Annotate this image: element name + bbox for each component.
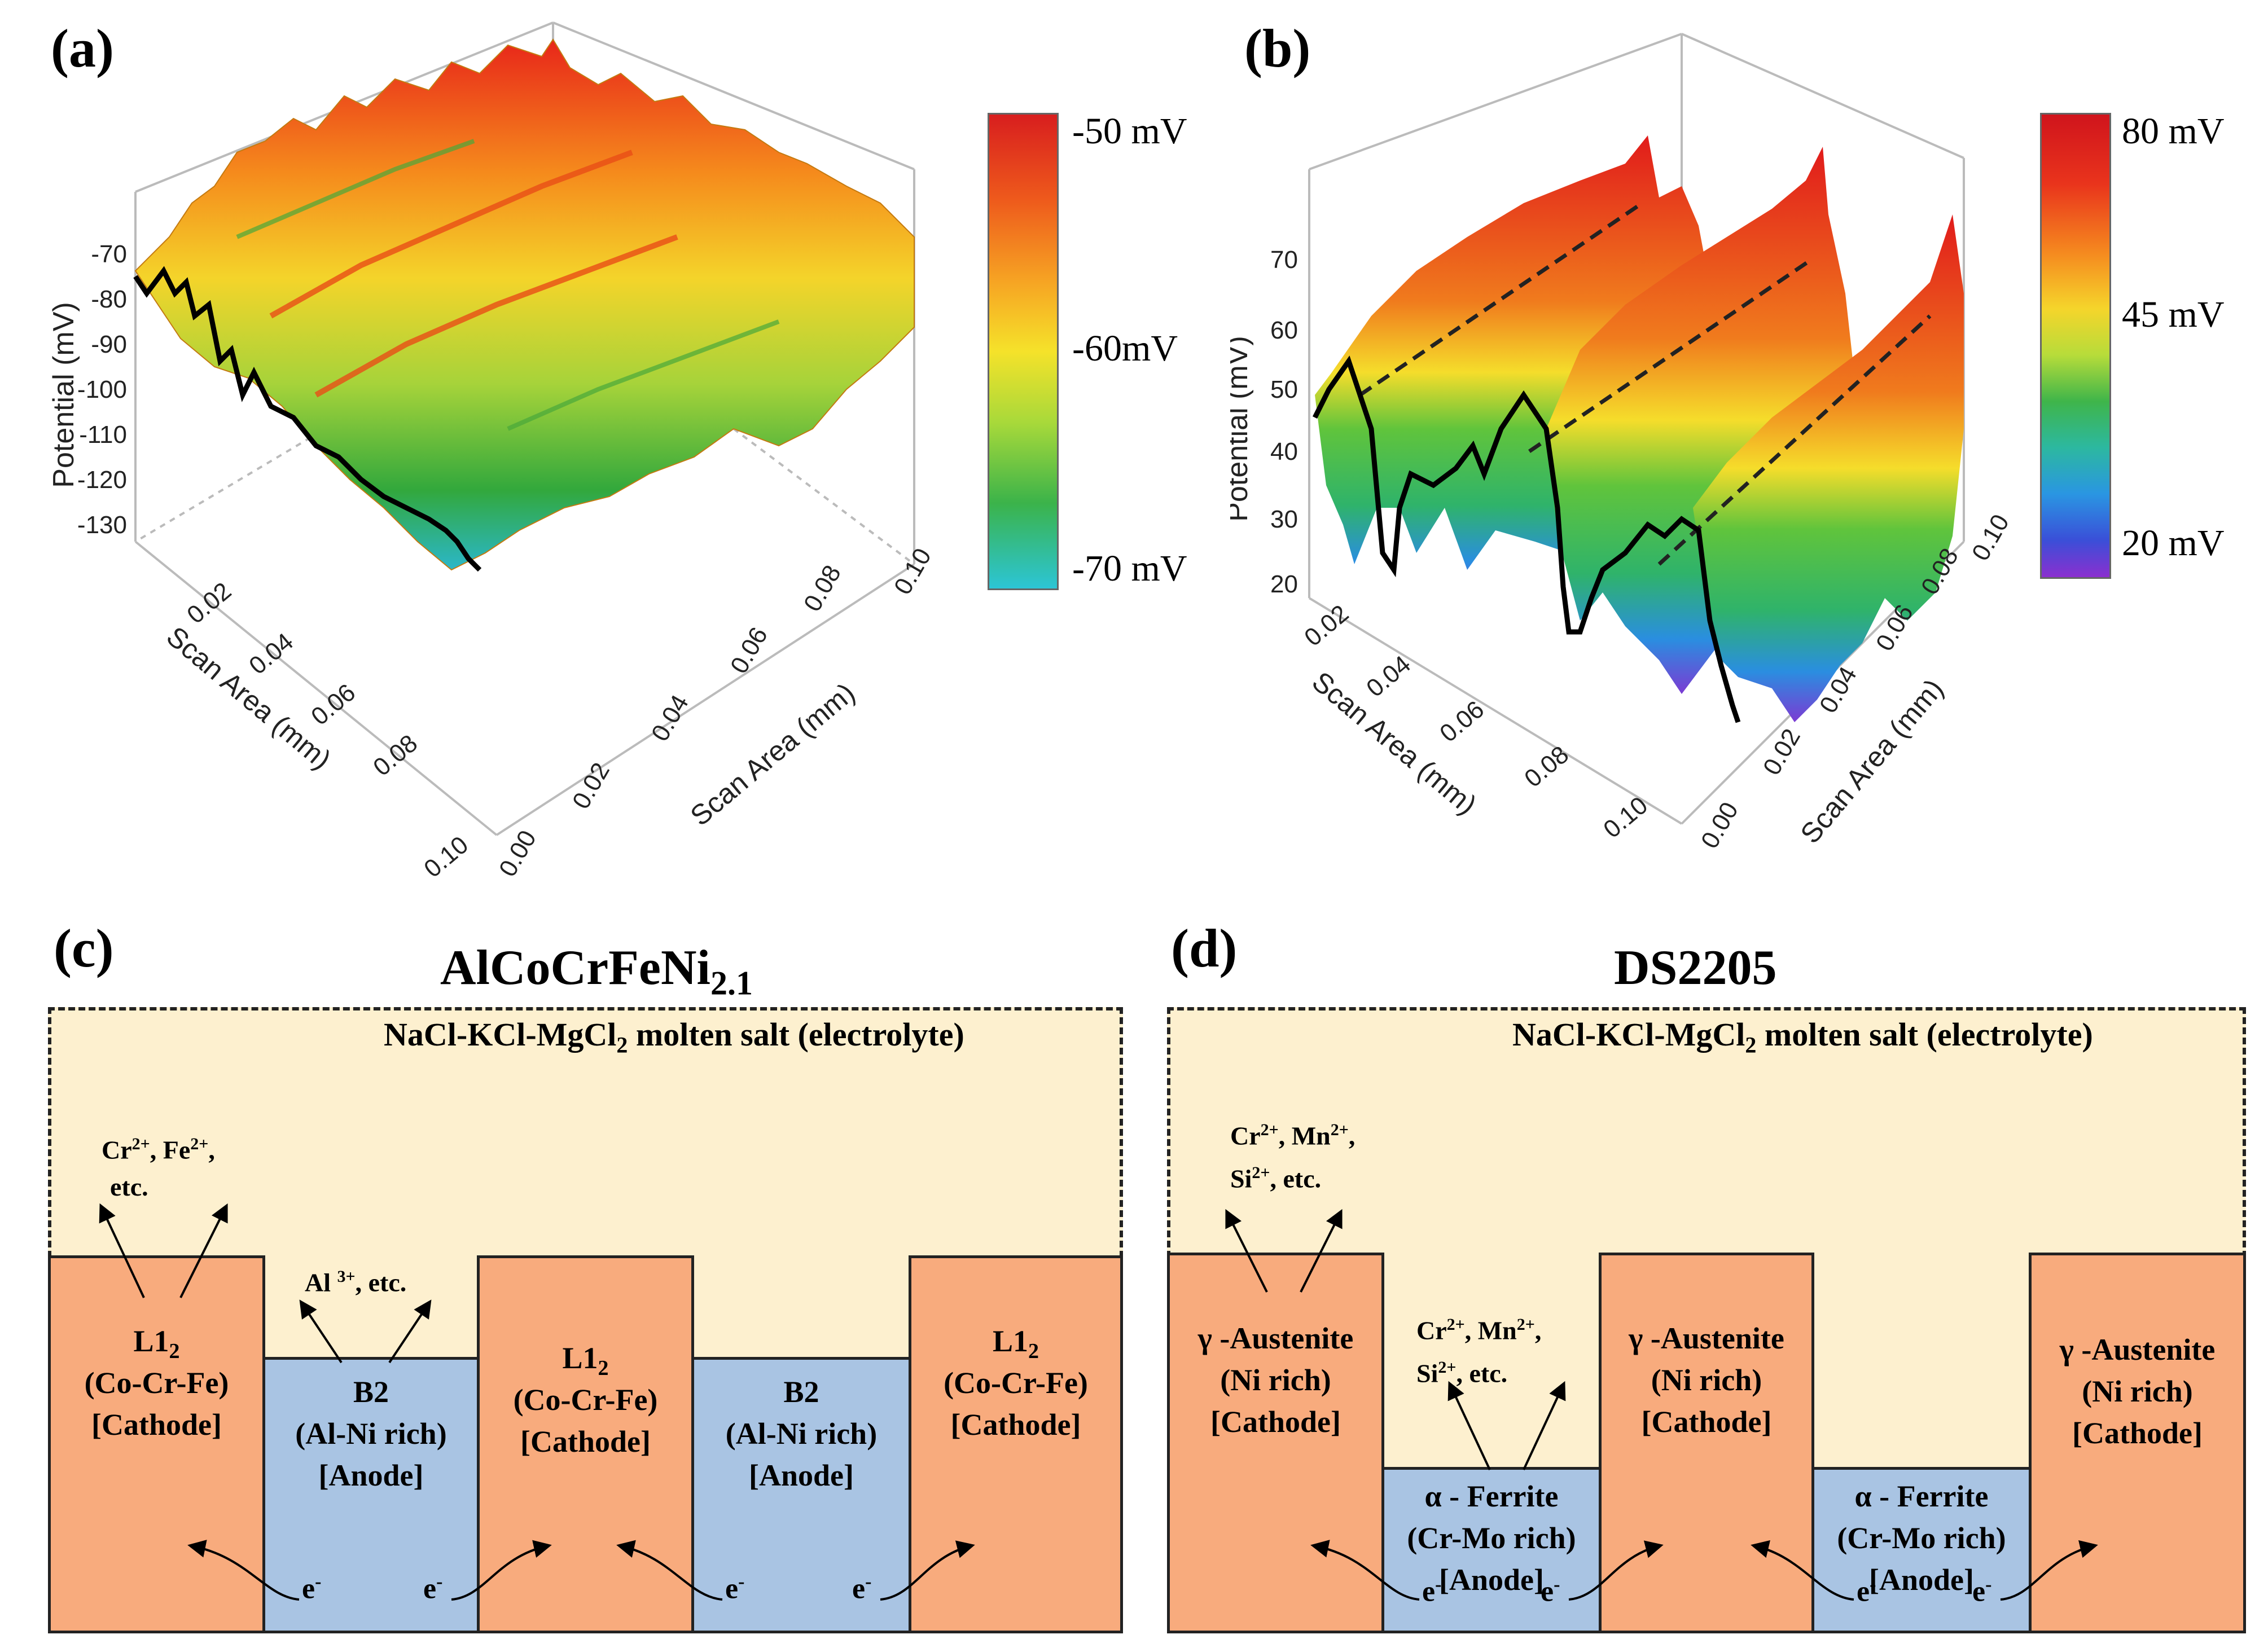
panel-b-z-tick: 60 bbox=[1270, 317, 1298, 344]
panel-b-colorbar-bottom: 20 mV bbox=[2122, 522, 2225, 564]
panel-c-label: (c) bbox=[54, 918, 114, 978]
panel-b-z-tick: 50 bbox=[1270, 376, 1298, 403]
panel-d-cathode-3: γ -Austenite (Ni rich) [Cathode] bbox=[2029, 1253, 2246, 1633]
panel-d-title: DS2205 bbox=[1614, 941, 1777, 995]
electron-arrow bbox=[1751, 1540, 1854, 1601]
electron-arrow bbox=[451, 1540, 552, 1601]
panel-b-z-tick: 70 bbox=[1270, 246, 1298, 274]
panel-a-z-tick: -90 bbox=[91, 331, 127, 358]
panel-a-profile-line bbox=[133, 266, 482, 572]
ion-arrow bbox=[388, 1299, 432, 1364]
panel-b-z-tick: 30 bbox=[1270, 506, 1298, 533]
panel-c-anode-ions: Al 3+, etc. bbox=[305, 1267, 407, 1297]
panel-b-colorbar-mid: 45 mV bbox=[2122, 294, 2225, 335]
panel-c-anode-2: B2 (Al-Ni rich) [Anode] bbox=[691, 1357, 911, 1633]
panel-b-z-tick: 20 bbox=[1270, 570, 1298, 598]
panel-d-electron: e- bbox=[1422, 1574, 1442, 1608]
panel-c-electron: e- bbox=[302, 1571, 322, 1605]
panel-d-anode-ions: Cr2+, Mn2+, Si2+, etc. bbox=[1416, 1315, 1542, 1388]
electron-arrow bbox=[187, 1540, 300, 1601]
panel-c-cathode-3: L12 (Co-Cr-Fe) [Cathode] bbox=[909, 1255, 1123, 1633]
panel-b-profile-line bbox=[1312, 355, 1741, 723]
panel-a-z-tick: -120 bbox=[77, 466, 127, 494]
ion-arrow bbox=[1523, 1381, 1566, 1470]
panel-b-surface-plot: 70 60 50 40 30 20 Potential (mV) 0.02 0.… bbox=[1230, 33, 2015, 853]
panel-a-z-tick: -100 bbox=[77, 376, 127, 403]
electron-arrow bbox=[1310, 1540, 1420, 1601]
panel-c-electrolyte-label: NaCl-KCl-MgCl2 molten salt (electrolyte) bbox=[384, 1016, 964, 1058]
panel-c-electron: e- bbox=[423, 1571, 443, 1605]
electron-arrow bbox=[880, 1540, 975, 1601]
electron-arrow bbox=[616, 1540, 723, 1601]
panel-d-label: (d) bbox=[1171, 918, 1238, 978]
ion-arrow bbox=[99, 1203, 145, 1298]
panel-d-electron: e- bbox=[1972, 1574, 1992, 1608]
panel-d-cathode-ions: Cr2+, Mn2+, Si2+, etc. bbox=[1230, 1121, 1355, 1193]
alloy-subscript: 2.1 bbox=[710, 964, 753, 1002]
panel-c-cathode-2: L12 (Co-Cr-Fe) [Cathode] bbox=[477, 1255, 694, 1633]
panel-a-colorbar-bottom: -70 mV bbox=[1072, 548, 1187, 589]
panel-c-electron: e- bbox=[852, 1571, 872, 1605]
panel-d-electron: e- bbox=[1857, 1574, 1876, 1608]
panel-a-z-tick: -80 bbox=[91, 285, 127, 313]
ion-arrow bbox=[179, 1203, 228, 1298]
ion-arrow bbox=[1300, 1209, 1343, 1293]
panel-b-colorbar bbox=[2040, 113, 2111, 579]
panel-b-z-tick: 40 bbox=[1270, 438, 1298, 465]
panel-c-anode-1: B2 (Al-Ni rich) [Anode] bbox=[262, 1357, 480, 1633]
panel-a-z-tick: -130 bbox=[77, 511, 127, 539]
panel-a-colorbar bbox=[988, 113, 1059, 590]
panel-d-cathode-2: γ -Austenite (Ni rich) [Cathode] bbox=[1599, 1253, 1814, 1633]
panel-d-cathode-1: γ -Austenite (Ni rich) [Cathode] bbox=[1167, 1253, 1384, 1633]
panel-c-title: AlCoCrFeNi2.1 bbox=[440, 939, 753, 1003]
panel-a-colorbar-top: -50 mV bbox=[1072, 111, 1187, 152]
panel-c-electron: e- bbox=[725, 1571, 745, 1605]
electron-arrow bbox=[2000, 1540, 2098, 1601]
ion-arrow bbox=[1225, 1209, 1268, 1293]
ion-arrow bbox=[1447, 1381, 1491, 1470]
panel-c-cathode-1: L12 (Co-Cr-Fe) [Cathode] bbox=[48, 1255, 265, 1633]
panel-a-surface-plot: -70 -80 -90 -100 -110 -120 -130 Potentia… bbox=[47, 21, 937, 883]
panel-d-anode-1: α - Ferrite (Cr-Mo rich) [Anode] bbox=[1381, 1467, 1602, 1633]
panel-a-surface bbox=[134, 38, 915, 571]
panel-a-z-axis-label: Potential (mV) bbox=[47, 302, 80, 487]
panel-b-colorbar-top: 80 mV bbox=[2122, 111, 2225, 152]
alloy-name: AlCoCrFeNi bbox=[440, 941, 710, 995]
panel-a-label: (a) bbox=[51, 18, 114, 78]
panel-a-z-tick: -110 bbox=[79, 421, 127, 449]
panel-d-anode-2: α - Ferrite (Cr-Mo rich) [Anode] bbox=[1811, 1467, 2032, 1633]
panel-a-colorbar-mid: -60mV bbox=[1072, 328, 1178, 369]
electron-arrow bbox=[1568, 1540, 1664, 1601]
panel-d-electrolyte-label: NaCl-KCl-MgCl2 molten salt (electrolyte) bbox=[1512, 1016, 2093, 1058]
panel-a-z-tick: -70 bbox=[91, 240, 127, 268]
panel-b-z-axis-label: Potential (mV) bbox=[1230, 336, 1254, 521]
panel-c-cathode-ions: Cr2+, Fe2+, etc. bbox=[102, 1135, 215, 1202]
panel-b-label: (b) bbox=[1244, 18, 1311, 78]
ion-arrow bbox=[299, 1299, 343, 1364]
panel-d-electron: e- bbox=[1541, 1574, 1560, 1608]
